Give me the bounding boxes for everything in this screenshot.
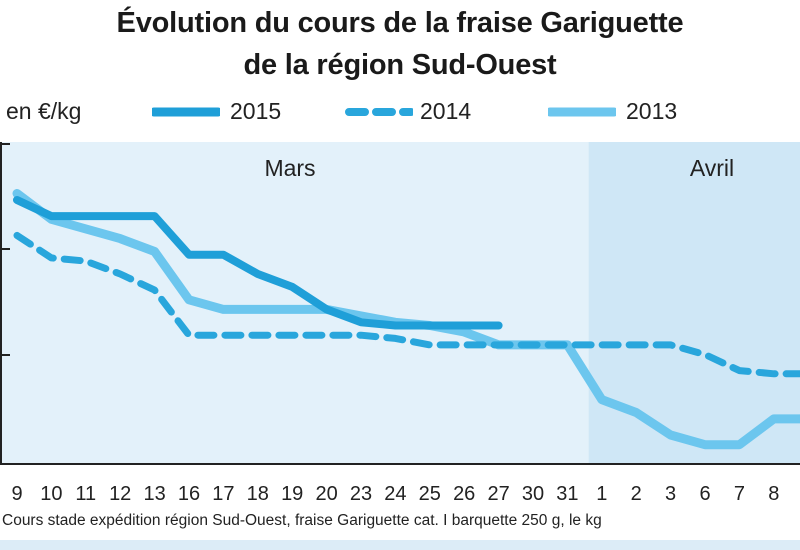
x-tick-label-12: 25 [419,483,441,505]
x-tick-label-14: 27 [487,483,509,505]
footer-band [0,540,800,550]
series-line-2014 [13,231,800,378]
legend-label-2014: 2014 [420,98,472,124]
legend-swatch-2013 [548,107,616,117]
x-tick-label-7: 18 [247,483,269,505]
chart-title: Évolution du cours de la fraise Gariguet… [0,2,800,86]
x-tick-label-6: 17 [212,483,234,505]
x-tick-label-2: 11 [75,483,96,505]
period-band-avril [588,142,800,464]
legend-swatch-2015 [152,107,220,117]
x-tick-label-11: 24 [384,483,406,505]
legend-label-2013: 2013 [626,98,678,124]
chart-title-line-1: Évolution du cours de la fraise Gariguet… [116,7,684,39]
x-tick-label-8: 19 [281,483,303,505]
x-tick-label-20: 6 [699,483,710,505]
chart-caption: Cours stade expédition région Sud-Ouest,… [2,512,602,529]
x-tick-label-1: 10 [40,483,62,505]
period-label-mars: Mars [264,155,315,181]
legend-label-2015: 2015 [230,98,282,124]
legend: en €/kg 2015 2014 2013 [0,92,800,132]
y-axis-unit-label: en €/kg [6,98,82,124]
x-tick-label-19: 3 [665,483,676,505]
x-tick-label-17: 1 [596,483,607,505]
x-tick-label-21: 7 [734,483,745,505]
x-tick-label-16: 31 [556,483,578,505]
x-tick-label-9: 20 [315,483,337,505]
x-tick-label-5: 16 [178,483,200,505]
x-tick-label-18: 2 [631,483,642,505]
x-tick-label-22: 8 [768,483,779,505]
x-tick-label-13: 26 [453,483,475,505]
period-band-mars [0,142,589,464]
x-tick-label-10: 23 [350,483,372,505]
x-tick-label-0: 9 [11,483,22,505]
chart-title-line-2: de la région Sud-Ouest [243,49,557,81]
period-label-avril: Avril [690,155,734,181]
x-tick-label-15: 30 [522,483,544,505]
legend-swatch-2014 [345,108,413,116]
x-tick-label-4: 13 [143,483,165,505]
x-tick-label-3: 12 [109,483,131,505]
